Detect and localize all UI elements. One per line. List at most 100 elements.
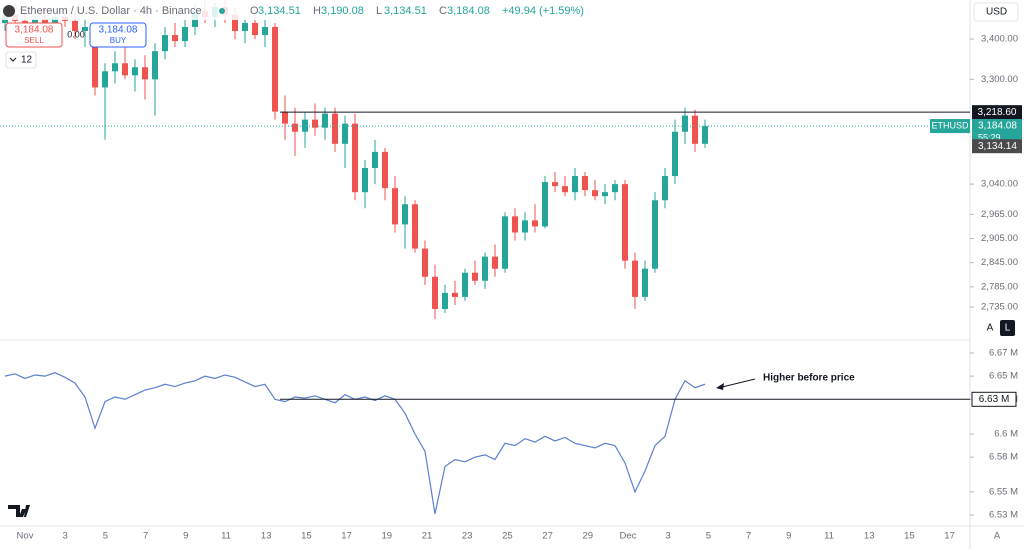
candle-body — [282, 111, 288, 124]
x-tick-label: 5 — [706, 531, 711, 542]
candle-body — [532, 220, 538, 227]
x-tick-label: 11 — [221, 531, 231, 542]
candle-body — [642, 268, 648, 297]
candle-body — [602, 192, 608, 197]
x-tick-label: 7 — [746, 531, 751, 542]
x-tick-label: 19 — [382, 531, 393, 542]
candle-body — [502, 216, 508, 269]
x-tick-label: 25 — [502, 531, 513, 542]
buy-label[interactable]: BUY — [110, 36, 127, 45]
obv-label-box — [971, 391, 1017, 407]
candle-body — [262, 26, 268, 36]
ohlc-value: 3,134.51 — [258, 5, 301, 17]
candle-body — [102, 71, 108, 88]
candle-body — [312, 119, 318, 128]
currency[interactable]: USD — [986, 7, 1007, 18]
candle-body — [472, 272, 478, 281]
ohlc-value: 3,184.08 — [447, 5, 490, 17]
annotation: Higher before price — [763, 373, 855, 384]
marker-box — [972, 139, 1022, 154]
x-tick-label: 9 — [183, 531, 188, 542]
candle-body — [272, 26, 278, 112]
y-tick-label: 2,905.00 — [981, 233, 1018, 244]
x-tick-label: 7 — [143, 531, 148, 542]
sell-price[interactable]: 3,184.08 — [15, 25, 54, 36]
candle-body — [492, 256, 498, 269]
y-tick-label: 3,040.00 — [981, 179, 1018, 190]
y-tick-label: 6.6 M — [994, 429, 1018, 440]
x-tick-label: 17 — [944, 531, 955, 542]
candle-body — [342, 123, 348, 144]
scale-button[interactable]: A — [987, 323, 994, 334]
candle-body — [422, 248, 428, 277]
candle-body — [662, 176, 668, 201]
x-tick-label: 17 — [341, 531, 352, 542]
scale-button-bg[interactable] — [1000, 320, 1015, 336]
candle-body — [432, 276, 438, 309]
candle-body — [122, 63, 128, 76]
candle-body — [302, 119, 308, 132]
currency-button[interactable] — [973, 2, 1019, 22]
x-tick-label: 21 — [422, 531, 433, 542]
ohlc-key: C — [439, 5, 447, 17]
candle-body — [682, 115, 688, 132]
candle-body — [632, 260, 638, 297]
candle-body — [322, 113, 328, 128]
candle-body — [592, 190, 598, 197]
symbol-box — [930, 119, 970, 134]
x-tick-label: 29 — [583, 531, 594, 542]
x-tick-label: Dec — [620, 531, 637, 542]
candle-body — [292, 123, 298, 132]
countdown: 55:29 — [978, 132, 1001, 142]
y-tick-label: 2,965.00 — [981, 209, 1018, 220]
candle-body — [142, 67, 148, 80]
x-tick-label: 11 — [824, 531, 834, 542]
candle-body — [232, 14, 238, 32]
x-tick-label: 3 — [63, 531, 68, 542]
annotation-arrowhead — [716, 383, 724, 390]
scale-button[interactable]: L — [1005, 323, 1011, 334]
obv-level-label: 6.63 M — [979, 394, 1010, 405]
candle-body — [82, 26, 88, 32]
candle-body — [252, 22, 258, 36]
marker-label: 3,134.14 — [978, 141, 1017, 152]
ohlc-key: L — [376, 5, 382, 17]
candle-body — [552, 182, 558, 187]
indicators-count[interactable]: 12 — [21, 55, 33, 66]
candle-body — [362, 167, 368, 193]
x-tick-label: Nov — [17, 531, 34, 542]
candle-body — [372, 151, 378, 168]
y-tick-label: 6.58 M — [989, 452, 1018, 463]
candle-body — [442, 292, 448, 309]
candle-body — [672, 131, 678, 177]
candle-body — [692, 115, 698, 144]
ohlc-value: 3,190.08 — [321, 5, 364, 17]
x-tick-label: 3 — [666, 531, 671, 542]
candle-body — [622, 184, 628, 261]
y-tick-label: 6.53 M — [989, 510, 1018, 521]
sell-label[interactable]: SELL — [24, 36, 44, 45]
sell-button[interactable] — [5, 22, 63, 48]
y-tick-label: 3,400.00 — [981, 34, 1018, 45]
candle-body — [412, 204, 418, 249]
candle-body — [542, 182, 548, 227]
candle-body — [652, 200, 658, 269]
candle-body — [582, 176, 588, 191]
price-label: 3,218.60 — [978, 107, 1017, 118]
buy-button[interactable] — [89, 22, 147, 48]
y-tick-label: 2,735.00 — [981, 301, 1018, 312]
x-tick-label: 15 — [301, 531, 312, 542]
candle-body — [462, 272, 468, 297]
buy-price[interactable]: 3,184.08 — [99, 25, 138, 36]
time-button[interactable]: A — [994, 531, 1001, 542]
candle-body — [162, 35, 168, 52]
candle-body — [42, 18, 48, 23]
x-tick-label: 13 — [261, 531, 272, 542]
change: +49.94 (+1.59%) — [502, 5, 584, 17]
candle-body — [392, 188, 398, 225]
x-tick-label: 23 — [462, 531, 473, 542]
symbol-label: ETHUSD — [931, 120, 969, 130]
indicators-button[interactable] — [5, 51, 37, 69]
